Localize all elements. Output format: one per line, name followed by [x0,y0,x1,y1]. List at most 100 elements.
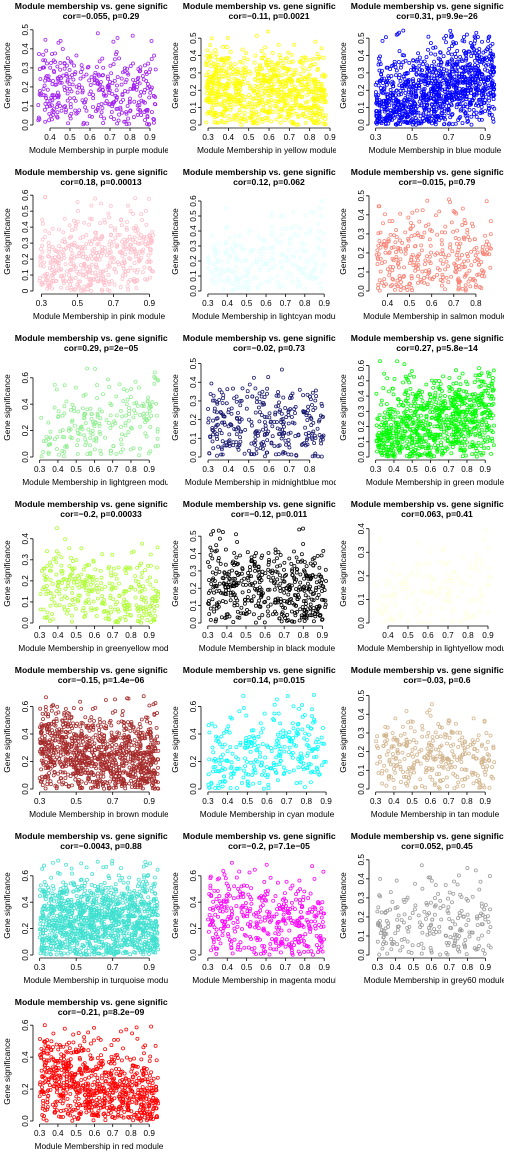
data-point [391,392,396,397]
x-tick-label: 0.8 [304,465,316,474]
data-point [393,105,398,110]
data-point [414,71,419,76]
y-tick-label: 0.3 [357,67,366,79]
data-point [459,441,464,445]
data-point [121,266,126,271]
data-point [322,250,326,255]
data-point [483,82,488,87]
data-point [226,66,231,71]
data-point [438,69,443,74]
data-point [71,243,76,248]
data-point [87,264,92,269]
data-point [254,451,259,456]
data-point [456,264,461,269]
data-point [453,390,458,395]
data-point [409,369,414,374]
data-point [433,436,438,441]
data-point [401,28,406,33]
data-point [69,285,74,290]
data-point [488,57,493,62]
data-point [318,238,323,243]
data-point [403,398,408,403]
data-point [381,438,386,443]
data-point [72,287,77,292]
data-point [323,113,328,118]
data-point [477,285,482,290]
data-point [427,398,432,403]
data-point [480,393,485,398]
data-point [408,102,413,107]
data-point [427,270,432,275]
data-point [398,246,403,251]
data-point [240,286,245,291]
data-point [436,85,441,90]
data-point [486,386,491,391]
data-point [222,98,227,103]
data-point [256,285,260,290]
data-point [440,446,445,450]
x-tick-label: 0.6 [263,465,275,474]
data-point [438,382,443,386]
data-point [491,119,496,124]
data-point [450,69,455,74]
data-point [422,59,427,64]
data-point [55,64,60,69]
data-point [479,109,484,114]
y-tick-label: 0.4 [21,43,30,55]
data-point [452,51,457,56]
data-point [59,285,64,290]
data-point [283,259,288,264]
data-point [78,426,83,431]
data-point [207,451,212,456]
data-point [465,430,470,435]
data-point [384,430,389,435]
data-point [73,576,78,581]
data-point [53,258,58,263]
data-point [455,393,460,398]
data-point [379,100,384,105]
data-point [437,118,442,122]
data-point [477,50,482,55]
data-point [408,68,413,72]
data-point [388,407,392,412]
data-point [229,105,234,110]
data-point [212,430,217,434]
data-point [305,92,310,97]
data-point [242,110,247,115]
data-point [37,276,42,281]
data-point [98,431,103,436]
data-point [465,230,470,235]
data-point [484,388,488,393]
data-point [457,102,462,107]
data-point [416,51,421,56]
data-point [449,98,454,102]
data-point [271,72,276,77]
data-point [257,248,262,253]
data-point [453,426,458,431]
x-tick-label: 0.5 [243,465,255,474]
data-point [391,277,396,282]
data-point [77,432,82,437]
data-point [387,250,392,255]
data-point [58,67,63,72]
data-point [84,274,89,279]
data-point [215,453,219,458]
data-point [69,89,74,94]
data-point [467,405,472,410]
data-point [476,262,481,267]
y-axis: 0.00.20.40.6 [21,372,34,463]
data-point [484,86,489,91]
data-point [316,419,321,424]
data-point [465,254,470,259]
data-point [264,63,269,68]
data-point [78,236,83,241]
scatter-panel-lightcyan: Module membership vs. gene significancec… [168,166,336,332]
data-point [276,94,281,99]
data-point [156,378,161,383]
data-point [441,374,446,379]
data-point [93,567,98,572]
data-point [102,116,107,121]
data-point [460,206,465,211]
data-point [481,95,486,100]
data-point [426,118,431,123]
